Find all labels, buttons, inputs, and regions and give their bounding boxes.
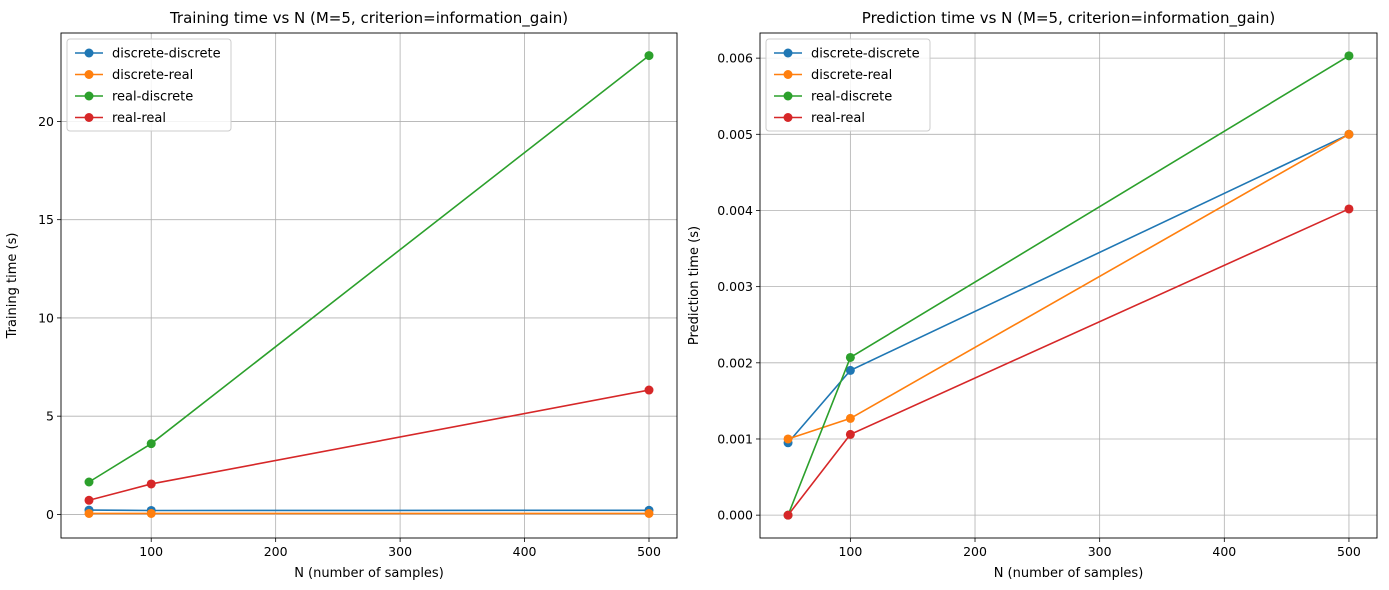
y-tick-label: 0.004 xyxy=(717,203,753,218)
legend-marker xyxy=(783,48,793,58)
y-tick-label: 0.006 xyxy=(717,51,753,66)
series-real-real xyxy=(84,385,654,505)
legend-label: real-discrete xyxy=(811,90,892,105)
axes-frame xyxy=(60,32,678,539)
legend-item-real-discrete: real-discrete xyxy=(774,90,892,105)
data-point-discrete-real xyxy=(146,508,156,518)
axes-frame xyxy=(759,32,1378,539)
x-tick-label: 100 xyxy=(139,544,163,559)
y-tick-label: 15 xyxy=(38,212,54,227)
data-point-real-real xyxy=(783,510,793,520)
series-line-real-real xyxy=(88,389,650,502)
data-point-real-real xyxy=(1344,204,1354,214)
legend-marker xyxy=(783,91,793,101)
data-point-real-discrete xyxy=(146,439,156,449)
data-point-real-discrete xyxy=(845,352,855,362)
series-real-discrete xyxy=(84,51,654,487)
data-point-discrete-real xyxy=(845,413,855,423)
x-tick-label: 300 xyxy=(1088,544,1112,559)
data-point-discrete-real xyxy=(783,434,793,444)
y-tick-label: 10 xyxy=(38,310,54,325)
legend-label: real-real xyxy=(811,111,865,126)
y-axis-label: Prediction time (s) xyxy=(687,226,702,345)
series-real-real xyxy=(783,204,1354,520)
legend-marker xyxy=(84,91,94,101)
data-point-real-real xyxy=(146,479,156,489)
legend-item-real-discrete: real-discrete xyxy=(75,90,193,105)
data-point-real-real xyxy=(644,385,654,395)
y-tick-label: 0.001 xyxy=(717,431,753,446)
data-point-discrete-real xyxy=(84,508,94,518)
legend-marker xyxy=(84,48,94,58)
y-tick-label: 0.005 xyxy=(717,127,753,142)
series-discrete-real xyxy=(84,508,654,518)
x-axis-label: N (number of samples) xyxy=(994,566,1144,581)
data-point-real-real xyxy=(84,495,94,505)
legend-marker xyxy=(783,70,793,79)
x-tick-label: 400 xyxy=(1212,544,1236,559)
x-tick-label: 100 xyxy=(838,544,862,559)
legend: discrete-discrete discrete-real real-discr… xyxy=(66,38,232,132)
x-tick-label: 500 xyxy=(1337,544,1361,559)
legend: discrete-discrete discrete-real real-discr… xyxy=(765,38,931,132)
series-line-discrete-discrete xyxy=(787,133,1350,444)
series-discrete-real xyxy=(783,129,1354,444)
data-point-discrete-discrete xyxy=(845,365,855,375)
y-tick-label: 20 xyxy=(38,114,54,129)
legend-label: real-discrete xyxy=(112,90,193,105)
x-tick-label: 200 xyxy=(264,544,288,559)
legend-label: real-real xyxy=(112,111,166,126)
y-tick-label: 0.000 xyxy=(717,508,753,523)
legend-item-discrete-real: discrete-real xyxy=(75,68,193,83)
legend-item-discrete-discrete: discrete-discrete xyxy=(774,47,920,62)
x-tick-label: 400 xyxy=(513,544,537,559)
legend-box xyxy=(66,38,232,132)
data-point-discrete-real xyxy=(1344,129,1354,139)
x-tick-label: 500 xyxy=(637,544,661,559)
y-axis-label: Training time (s) xyxy=(5,233,20,340)
series-line-real-real xyxy=(787,208,1350,516)
y-tick-label: 0.002 xyxy=(717,355,753,370)
legend-item-real-real: real-real xyxy=(75,111,166,126)
data-point-discrete-real xyxy=(644,508,654,518)
chart-title: Training time vs N (M=5, criterion=infor… xyxy=(169,9,568,28)
legend-item-discrete-real: discrete-real xyxy=(774,68,892,83)
x-tick-label: 300 xyxy=(388,544,412,559)
data-point-real-real xyxy=(845,429,855,439)
chart-title: Prediction time vs N (M=5, criterion=inf… xyxy=(862,9,1275,28)
legend-box xyxy=(765,38,931,132)
legend-label: discrete-discrete xyxy=(112,47,221,62)
x-tick-label: 200 xyxy=(963,544,987,559)
legend-item-discrete-discrete: discrete-discrete xyxy=(75,47,221,62)
legend-item-real-real: real-real xyxy=(774,111,865,126)
chart-2: 100 200 300 400 500 0.000 0.001 0.002 0.003 0.004… xyxy=(687,9,1378,581)
data-point-real-discrete xyxy=(1344,51,1354,61)
series-discrete-discrete xyxy=(783,129,1354,448)
y-tick-label: 0 xyxy=(46,507,54,522)
data-point-real-discrete xyxy=(84,477,94,487)
data-point-real-discrete xyxy=(644,51,654,61)
legend-marker xyxy=(84,70,94,79)
grid xyxy=(61,33,677,538)
y-tick-label: 0.003 xyxy=(717,279,753,294)
legend-label: discrete-real xyxy=(112,68,193,83)
legend-label: discrete-discrete xyxy=(811,47,920,62)
y-tick-label: 5 xyxy=(46,409,54,424)
legend-marker xyxy=(84,113,94,122)
chart-1: 100 200 300 400 500 0 5 10 15 20 Training time vs … xyxy=(5,9,678,581)
x-axis-label: N (number of samples) xyxy=(294,566,444,581)
legend-marker xyxy=(783,113,793,122)
legend-label: discrete-real xyxy=(811,68,892,83)
